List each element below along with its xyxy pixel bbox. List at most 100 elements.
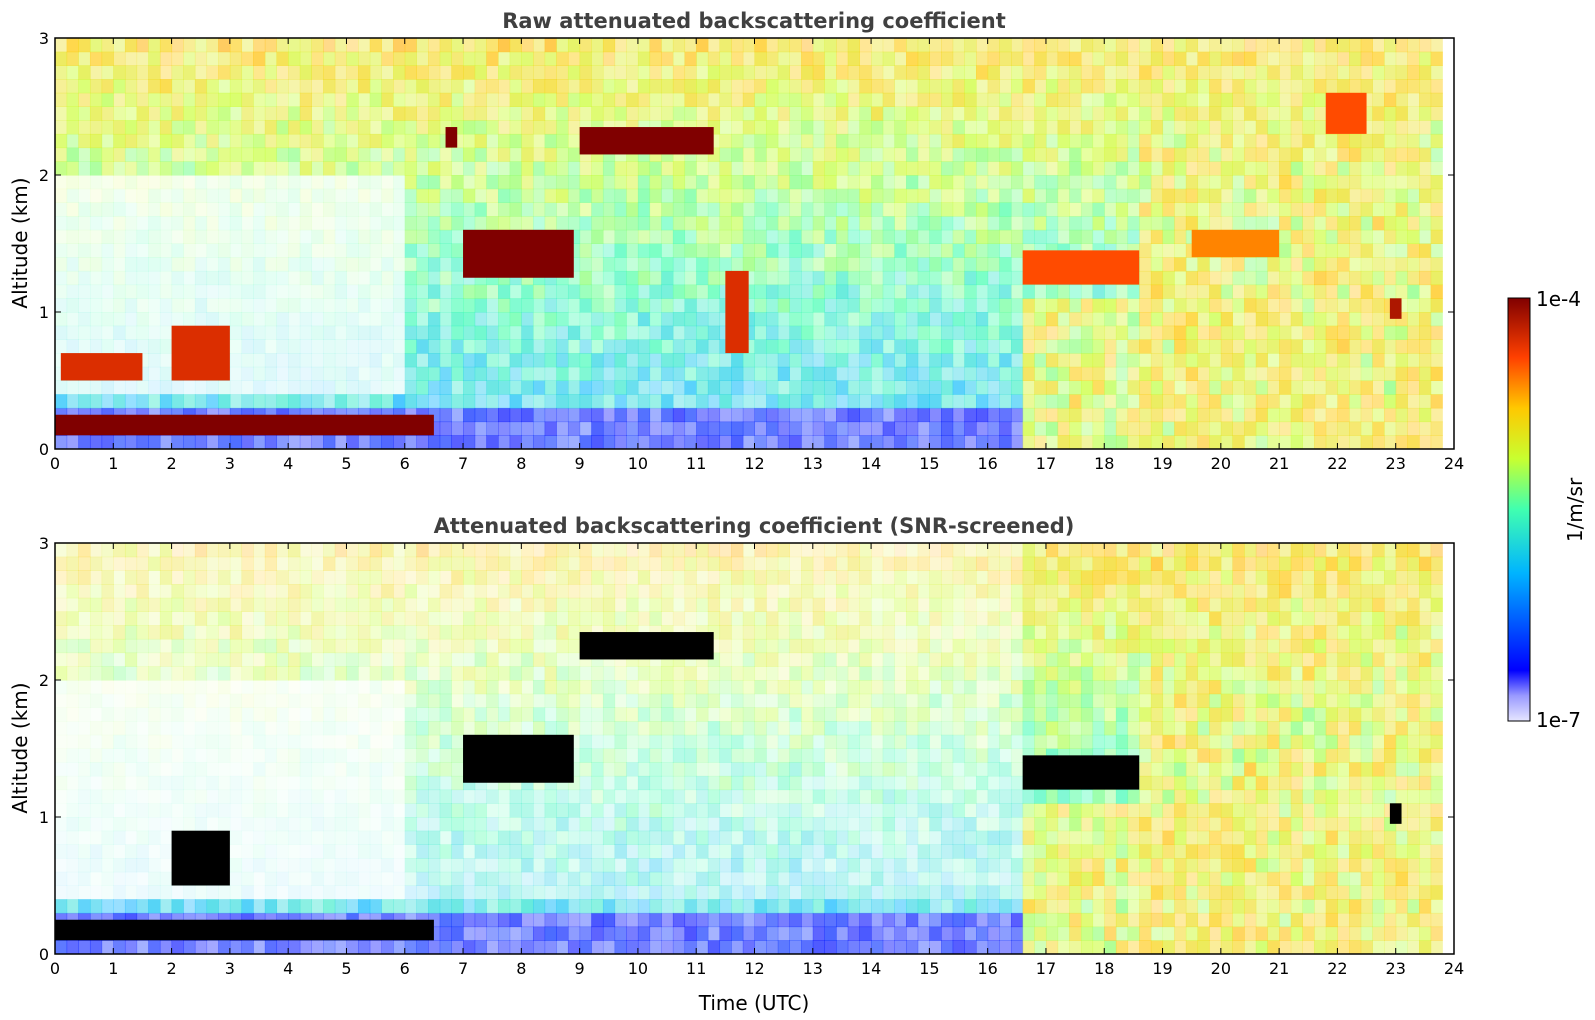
heatmap-cell	[1290, 366, 1303, 381]
heatmap-cell	[637, 298, 651, 313]
heatmap-cell	[463, 680, 476, 695]
heatmap-cell	[637, 229, 651, 244]
heatmap-cell	[194, 79, 208, 94]
heatmap-cell	[754, 284, 767, 299]
heatmap-cell	[218, 229, 231, 244]
heatmap-cell	[229, 243, 243, 258]
heatmap-cell	[299, 693, 312, 708]
heatmap-cell	[241, 611, 254, 626]
heatmap-cell	[1139, 339, 1152, 354]
heatmap-cell	[288, 92, 301, 107]
heatmap-cell	[253, 721, 266, 736]
heatmap-cell	[567, 65, 581, 80]
heatmap-cell	[521, 584, 534, 599]
heatmap-cell	[1372, 407, 1385, 423]
heatmap-cell	[719, 380, 732, 395]
heatmap-cell	[859, 407, 872, 423]
heatmap-cell	[311, 830, 324, 845]
heatmap-cell	[171, 161, 184, 176]
heatmap-cell	[906, 394, 919, 409]
heatmap-cell	[311, 175, 324, 190]
heatmap-cell	[556, 188, 569, 203]
heatmap-cell	[1372, 92, 1385, 107]
heatmap-cell	[1290, 257, 1303, 272]
heatmap-cell	[334, 748, 347, 763]
heatmap-cell	[871, 188, 884, 203]
heatmap-cell	[1104, 435, 1117, 449]
heatmap-cell	[183, 79, 196, 94]
heatmap-cell	[101, 38, 114, 53]
heatmap-cell	[463, 133, 476, 149]
heatmap-cell	[241, 762, 254, 777]
heatmap-cell	[1419, 366, 1432, 381]
heatmap-cell	[264, 298, 278, 313]
heatmap-cell	[999, 284, 1012, 299]
heatmap-cell	[1080, 202, 1094, 217]
heatmap-cell	[194, 748, 208, 763]
heatmap-cell	[253, 693, 266, 708]
heatmap-cell	[1419, 394, 1432, 409]
heatmap-cell	[463, 79, 476, 94]
heatmap-cell	[859, 79, 872, 94]
heatmap-cell	[906, 65, 919, 80]
heatmap-cell	[346, 65, 359, 80]
heatmap-cell	[766, 243, 779, 258]
heatmap-cell	[358, 830, 371, 845]
heatmap-cell	[171, 380, 184, 395]
heatmap-cell	[894, 175, 907, 190]
heatmap-cell	[1150, 92, 1164, 107]
heatmap-cell	[229, 721, 243, 736]
heatmap-cell	[358, 257, 371, 272]
heatmap-cell	[113, 789, 126, 804]
heatmap-cell	[404, 175, 417, 190]
heatmap-cell	[777, 312, 790, 327]
heatmap-cell	[1080, 394, 1094, 409]
heatmap-cell	[253, 817, 266, 832]
heatmap-cell	[1150, 312, 1164, 327]
heatmap-cell	[731, 65, 744, 80]
heatmap-cell	[113, 216, 126, 231]
heatmap-cell	[276, 339, 289, 354]
heatmap-cell	[393, 803, 406, 818]
heatmap-cell	[906, 120, 919, 135]
heatmap-cell	[253, 885, 266, 900]
heatmap-cell	[766, 380, 779, 395]
heatmap-cell	[89, 133, 103, 149]
heatmap-cell	[731, 161, 744, 176]
heatmap-cell	[684, 380, 697, 395]
heatmap-cell	[707, 51, 721, 66]
heatmap-cell	[439, 926, 452, 941]
heatmap-cell	[299, 353, 312, 368]
heatmap-cell	[1349, 435, 1362, 449]
heatmap-cell	[136, 161, 149, 176]
heatmap-cell	[66, 133, 79, 149]
heatmap-cell	[964, 175, 977, 190]
heatmap-cell	[1162, 298, 1175, 313]
heatmap-cell	[358, 693, 371, 708]
heatmap-cell	[1407, 339, 1420, 354]
heatmap-cell	[124, 871, 138, 886]
heatmap-cell	[451, 147, 464, 162]
heatmap-cell	[194, 721, 208, 736]
heatmap-cell	[824, 51, 837, 66]
heatmap-cell	[1302, 188, 1315, 203]
x-axis-raw: 0 1 2 3 4 5 6 7 8 9 10 11 12 13 14 15 16 17 18 19 20 21 22 23 24	[50, 38, 1464, 473]
heatmap-cell	[136, 543, 149, 558]
heatmap-cell	[672, 106, 686, 121]
heatmap-cell	[1197, 106, 1210, 121]
heatmap-cell	[78, 120, 91, 135]
heatmap-cell	[1104, 147, 1117, 162]
heatmap-cell	[591, 51, 604, 66]
heatmap-cell	[591, 270, 604, 286]
heatmap-cell	[859, 106, 872, 121]
heatmap-cell	[999, 106, 1012, 121]
heatmap-cell	[381, 844, 394, 859]
heatmap-cell	[78, 721, 91, 736]
heatmap-cell	[311, 435, 324, 449]
heatmap-cell	[1150, 120, 1164, 135]
heatmap-cell	[859, 394, 872, 409]
heatmap-cell	[171, 106, 184, 121]
heatmap-cell	[78, 92, 91, 107]
heatmap-cell	[451, 216, 464, 231]
heatmap-cell	[1174, 435, 1187, 449]
